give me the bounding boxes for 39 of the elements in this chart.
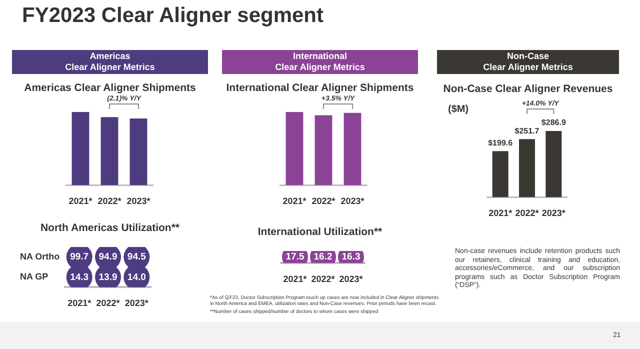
text: FY2023 Clear Aligner segment [22,4,324,28]
category-label: 2023* [124,298,149,308]
chart-title: International Clear Aligner Shipments [225,82,415,94]
x-tick-label: 2022* [312,196,336,206]
chart-title: Non-Case Clear Aligner Revenues [442,83,614,95]
data-label: $251.7 [514,126,540,136]
chart-title: Americas Clear Aligner Shipments [23,82,197,94]
x-tick-label: 2021* [282,196,307,206]
data-label: 16.2 [314,252,332,263]
data-label: 99.7 [70,252,89,263]
series-label: NA Ortho [20,252,60,262]
data-label: $286.9 [541,118,566,128]
category-label: 2023* [339,274,364,284]
x-tick-label: 2023* [542,208,566,218]
category-label: 2021* [283,274,308,284]
data-label: 94.5 [127,252,147,263]
data-label: 13.9 [98,272,118,283]
x-tick-label: 2023* [340,196,365,206]
x-tick-label: 2023* [126,196,151,206]
data-label: 17.5 [286,252,305,263]
category-label: 2022* [311,274,336,284]
data-label: 14.3 [70,272,89,283]
text: International Utilization** [256,226,384,238]
category-label: 2022* [96,298,120,308]
data-label: 14.0 [127,272,146,283]
category-label: 2021* [68,298,92,308]
chart-subtitle: Americas Clear Aligner Metrics [12,50,208,74]
text: NA GP [20,272,48,282]
data-label: 16.3 [342,252,360,263]
chart-subtitle: Non-Case Clear Aligner Metrics [437,50,619,74]
data-label: 94.9 [98,252,118,263]
y-axis-title: ($M) [448,104,469,115]
text: North Americas Utilization** [39,222,181,234]
data-label: $199.6 [488,138,514,148]
x-tick-label: 2021* [68,196,93,206]
x-tick-label: 2022* [515,208,540,218]
x-tick-label: 2022* [98,196,122,206]
x-tick-label: 2021* [488,208,513,218]
chart-subtitle: International Clear Aligner Metrics [222,50,418,74]
